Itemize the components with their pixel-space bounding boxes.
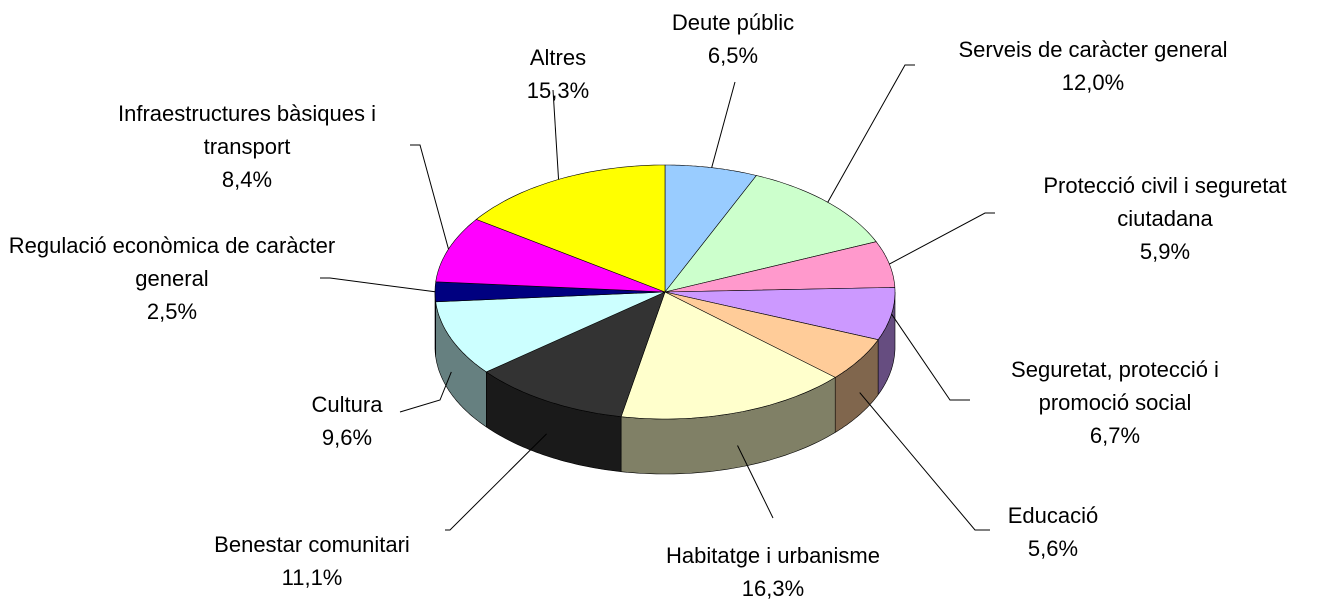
slice xyxy=(476,164,666,293)
category-name: Serveis de caràcter general xyxy=(958,37,1228,62)
leader-line xyxy=(399,371,452,413)
category-name: Protecció civil i seguretat ciutadana xyxy=(1043,173,1287,231)
value-label: 5,6% xyxy=(1027,536,1079,561)
slice-label: Benestar comunitari 11,1% xyxy=(172,528,452,594)
slice-label: Serveis de caràcter general 12,0% xyxy=(913,33,1273,99)
slice-top xyxy=(485,291,666,418)
slice xyxy=(434,281,666,357)
category-name: Benestar comunitari xyxy=(214,532,410,557)
leader-line xyxy=(889,212,995,265)
slice-label: Altres 15,3% xyxy=(478,41,638,107)
category-name: Cultura xyxy=(311,392,383,417)
category-name: Regulació econòmica de caràcter general xyxy=(8,233,336,291)
slice xyxy=(435,219,666,293)
slice-label: Seguretat, protecció i promoció social 6,… xyxy=(985,353,1245,452)
value-label: 8,4% xyxy=(221,167,273,192)
slice-top xyxy=(620,291,837,420)
category-name: Infraestructures bàsiques i transport xyxy=(117,101,377,159)
value-label: 16,3% xyxy=(741,576,805,601)
category-name: Seguretat, protecció i promoció social xyxy=(1011,357,1219,415)
category-name: Habitatge i urbanisme xyxy=(665,543,880,568)
value-label: 5,9% xyxy=(1139,239,1191,264)
leader-line xyxy=(552,89,560,180)
leader-line xyxy=(859,392,990,531)
slice-top xyxy=(664,287,896,341)
leader-line xyxy=(410,144,449,250)
leader-line xyxy=(445,433,547,531)
leader-line xyxy=(737,445,774,519)
slice xyxy=(435,291,666,428)
slice-label: Deute públic 6,5% xyxy=(623,6,843,72)
slice-label: Regulació econòmica de caràcter general 2… xyxy=(7,229,337,328)
category-name: Altres xyxy=(529,45,587,70)
slice-label: Educació 5,6% xyxy=(973,499,1133,565)
slice-label: Infraestructures bàsiques i transport 8,4… xyxy=(72,97,422,196)
value-label: 6,5% xyxy=(707,43,759,68)
slice-top xyxy=(664,175,877,293)
slice-top xyxy=(434,281,666,303)
value-label: 9,6% xyxy=(321,425,373,450)
slice xyxy=(664,287,896,396)
slice xyxy=(620,291,837,475)
slice-top xyxy=(664,241,896,293)
value-label: 2,5% xyxy=(146,299,198,324)
leader-line xyxy=(711,81,736,168)
leader-line xyxy=(320,277,436,293)
slice-label: Protecció civil i seguretat ciutadana 5,9… xyxy=(1035,169,1295,268)
slice-top xyxy=(435,219,666,293)
leader-line xyxy=(827,64,915,203)
leader-line xyxy=(891,313,970,401)
slice-top xyxy=(664,291,879,378)
value-label: 12,0% xyxy=(1061,70,1125,95)
value-label: 15,3% xyxy=(526,78,590,103)
slice xyxy=(664,175,877,293)
slice-label: Cultura 9,6% xyxy=(267,388,427,454)
value-label: 6,7% xyxy=(1089,423,1141,448)
slice xyxy=(664,241,896,293)
value-label: 11,1% xyxy=(281,565,343,590)
slice-top xyxy=(435,291,666,373)
category-name: Deute públic xyxy=(671,10,795,35)
category-name: Educació xyxy=(1007,503,1099,528)
slice-label: Habitatge i urbanisme 16,3% xyxy=(623,539,923,605)
slice-top xyxy=(476,164,666,293)
